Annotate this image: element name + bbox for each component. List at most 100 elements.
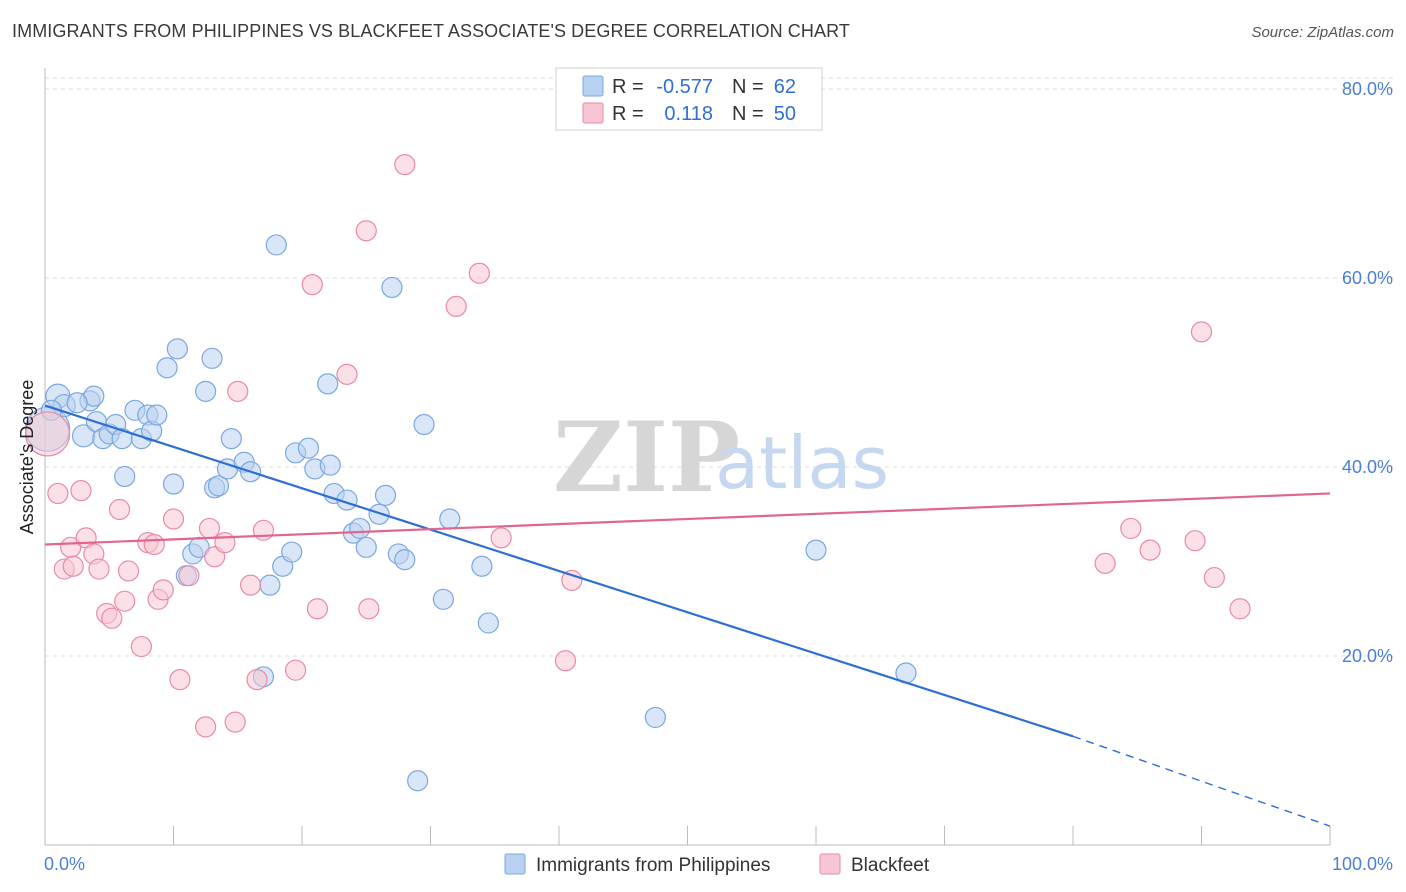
philippines-point-19 xyxy=(166,338,188,360)
philippines-trend-line xyxy=(44,404,1074,738)
legend-swatch-blackfeet xyxy=(819,853,841,875)
blackfeet-point-42 xyxy=(561,569,583,592)
blackfeet-point-29 xyxy=(246,669,268,691)
blackfeet-point-33 xyxy=(306,598,329,620)
x-tick-label-min: 0.0% xyxy=(44,854,85,874)
blackfeet-trend-line xyxy=(44,492,1331,546)
philippines-point-16 xyxy=(146,404,168,426)
legend-swatch-pink xyxy=(582,102,604,124)
y-tick-label-20: 20.0% xyxy=(1342,646,1393,666)
legend-r-value-pink: 0.118 xyxy=(664,103,713,125)
philippines-point-17 xyxy=(156,357,178,379)
philippines-trend-extrapolation xyxy=(1072,735,1331,827)
blackfeet-point-28 xyxy=(240,574,262,596)
legend-n-value-blue: 62 xyxy=(774,76,796,98)
blackfeet-point-8 xyxy=(88,558,110,580)
series-legend: Immigrants from Philippines Blackfeet xyxy=(504,853,930,876)
blackfeet-point-1 xyxy=(47,482,69,505)
philippines-point-46 xyxy=(368,503,390,525)
blackfeet-point-14 xyxy=(130,635,152,658)
philippines-point-32 xyxy=(259,574,281,596)
gridlines xyxy=(45,77,1393,657)
blackfeet-point-40 xyxy=(490,527,512,549)
blackfeet-point-22 xyxy=(195,716,217,738)
philippines-point-11 xyxy=(114,465,136,488)
source-credit: Source: ZipAtlas.com xyxy=(1251,24,1394,41)
watermark: ZIP atlas xyxy=(553,401,889,514)
legend-swatch-blue xyxy=(582,75,604,97)
blackfeet-point-37 xyxy=(394,154,416,176)
philippines-point-57 xyxy=(644,706,666,729)
blackfeet-point-32 xyxy=(301,274,323,296)
blackfeet-point-11 xyxy=(108,498,131,521)
legend-r-label-pink: R = xyxy=(612,103,644,125)
philippines-point-52 xyxy=(413,413,435,436)
blackfeet-point-41 xyxy=(554,650,577,672)
blackfeet-point-25 xyxy=(214,531,236,554)
blackfeet-point-0 xyxy=(24,411,71,457)
philippines-point-23 xyxy=(195,380,217,402)
blackfeet-point-30 xyxy=(252,519,275,541)
philippines-point-33 xyxy=(265,234,287,256)
blackfeet-point-45 xyxy=(1139,539,1161,561)
chart-title: IMMIGRANTS FROM PHILIPPINES VS BLACKFEET… xyxy=(12,21,850,41)
blackfeet-point-46 xyxy=(1184,530,1206,552)
philippines-point-50 xyxy=(394,549,416,571)
philippines-point-61 xyxy=(66,392,88,414)
watermark-atlas: atlas xyxy=(715,421,889,505)
x-tick-label-max: 100.0% xyxy=(1332,854,1393,874)
blackfeet-point-39 xyxy=(468,262,490,284)
philippines-point-28 xyxy=(220,428,242,450)
legend-n-value-pink: 50 xyxy=(774,103,796,125)
philippines-point-47 xyxy=(374,484,397,506)
blackfeet-point-47 xyxy=(1190,321,1213,343)
y-tick-label-40: 40.0% xyxy=(1342,457,1393,477)
philippines-point-40 xyxy=(319,454,341,476)
series-philippines-points xyxy=(24,234,917,792)
trend-lines xyxy=(44,404,1331,827)
blackfeet-point-23 xyxy=(198,517,221,540)
blackfeet-point-43 xyxy=(1094,552,1116,574)
philippines-point-55 xyxy=(471,555,493,577)
correlation-legend: R = -0.577 N = 62 R = 0.118 N = 50 xyxy=(555,67,823,131)
blackfeet-point-4 xyxy=(62,555,84,577)
blackfeet-point-20 xyxy=(169,669,191,691)
blackfeet-point-27 xyxy=(227,380,249,402)
philippines-point-58 xyxy=(805,539,827,561)
blackfeet-point-36 xyxy=(358,598,380,620)
legend-r-value-blue: -0.577 xyxy=(656,76,713,98)
philippines-point-51 xyxy=(407,770,429,792)
blackfeet-point-5 xyxy=(70,480,92,502)
blackfeet-point-26 xyxy=(224,711,246,733)
legend-label-philippines: Immigrants from Philippines xyxy=(536,855,770,876)
blackfeet-point-16 xyxy=(143,533,165,556)
philippines-point-18 xyxy=(162,473,185,495)
philippines-point-44 xyxy=(349,517,371,540)
legend-n-label-pink: N = xyxy=(732,103,764,125)
blackfeet-point-49 xyxy=(1229,598,1251,620)
y-tick-label-60: 60.0% xyxy=(1342,268,1393,288)
legend-r-label-blue: R = xyxy=(612,76,644,98)
y-tick-label-80: 80.0% xyxy=(1342,79,1393,99)
blackfeet-point-13 xyxy=(117,560,140,582)
legend-n-label-blue: N = xyxy=(732,76,764,98)
philippines-point-37 xyxy=(297,437,320,459)
blackfeet-point-48 xyxy=(1203,566,1225,589)
blackfeet-point-34 xyxy=(336,363,358,385)
philippines-point-56 xyxy=(477,612,499,634)
philippines-point-53 xyxy=(432,588,454,610)
blackfeet-point-12 xyxy=(114,590,136,612)
philippines-point-26 xyxy=(207,475,230,497)
legend-swatch-philippines xyxy=(504,853,526,875)
blackfeet-point-35 xyxy=(355,220,377,242)
blackfeet-point-21 xyxy=(178,565,200,587)
blackfeet-point-38 xyxy=(445,295,467,317)
legend-label-blackfeet: Blackfeet xyxy=(851,855,930,876)
watermark-zip: ZIP xyxy=(553,401,740,514)
philippines-point-54 xyxy=(439,508,461,530)
blackfeet-point-31 xyxy=(284,659,307,681)
tick-labels: 20.0% 40.0% 60.0% 80.0% 0.0% 100.0% xyxy=(44,79,1393,874)
axes xyxy=(44,68,1331,846)
blackfeet-point-44 xyxy=(1120,517,1142,540)
